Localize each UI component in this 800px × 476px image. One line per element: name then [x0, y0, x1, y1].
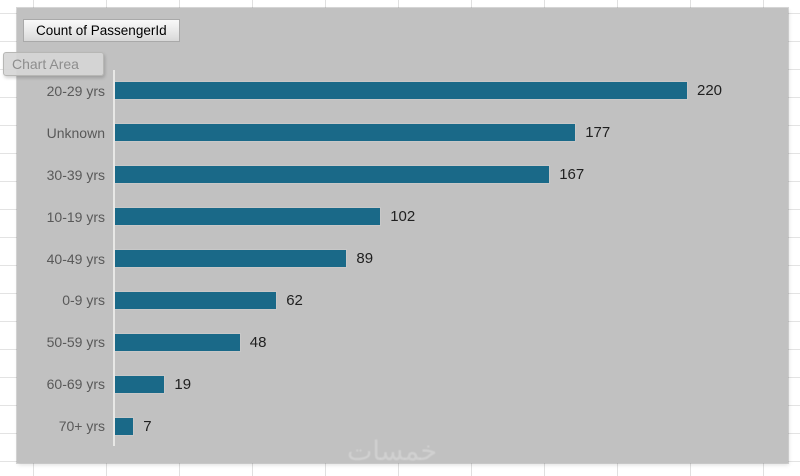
pivot-field-button[interactable]: Count of PassengerId [23, 19, 180, 42]
category-axis-line [113, 70, 115, 446]
bar-track: 177 [105, 124, 788, 142]
bar-track: 220 [105, 82, 788, 100]
value-label: 220 [697, 82, 723, 100]
bar[interactable] [115, 82, 687, 100]
bar-track: 19 [105, 375, 788, 393]
category-label: 40-49 yrs [46, 250, 105, 267]
bar[interactable] [115, 417, 134, 435]
chart-area-tooltip: Chart Area [3, 52, 104, 76]
category-label: 70+ yrs [58, 418, 105, 435]
category-label: 10-19 yrs [46, 208, 105, 225]
category-label: 0-9 yrs [62, 292, 105, 309]
value-label: 167 [559, 166, 585, 184]
value-label: 48 [249, 333, 267, 351]
bar-row: 60-69 yrs 19 [17, 363, 788, 405]
category-label: 30-39 yrs [46, 166, 105, 183]
value-label: 89 [356, 250, 374, 267]
bar-row: 0-9 yrs 62 [17, 279, 788, 321]
chart-area[interactable]: Count of PassengerId 20-29 yrs 220 Unknown… [17, 8, 788, 466]
bar-row: Unknown 177 [17, 112, 788, 154]
bar-track: 7 [105, 417, 788, 435]
category-label: 50-59 yrs [46, 334, 105, 351]
bar[interactable] [115, 291, 277, 309]
value-label: 19 [174, 375, 192, 393]
category-label: Unknown [46, 124, 105, 141]
bar[interactable] [115, 208, 381, 226]
bar[interactable] [115, 124, 576, 142]
category-label: 60-69 yrs [46, 376, 105, 393]
bar-track: 167 [105, 166, 788, 184]
bar[interactable] [115, 333, 240, 351]
bar[interactable] [115, 166, 550, 184]
value-label: 177 [585, 124, 611, 142]
bar-track: 62 [105, 291, 788, 309]
category-label: 20-29 yrs [46, 82, 105, 99]
bar-row: 40-49 yrs 89 [17, 238, 788, 280]
bar[interactable] [115, 250, 347, 267]
bar-track: 89 [105, 250, 788, 267]
plot-area: 20-29 yrs 220 Unknown 177 30-39 yrs 167 10-19 … [17, 70, 788, 447]
bar-track: 102 [105, 208, 788, 226]
value-label: 7 [143, 417, 152, 435]
bar-row: 10-19 yrs 102 [17, 196, 788, 238]
value-label: 102 [390, 208, 416, 226]
bar-row: 50-59 yrs 48 [17, 321, 788, 363]
bar-row: 30-39 yrs 167 [17, 154, 788, 196]
bar-row: 20-29 yrs 220 [17, 70, 788, 112]
value-label: 62 [286, 291, 303, 309]
bar[interactable] [115, 375, 165, 393]
bar-track: 48 [105, 333, 788, 351]
bar-row: 70+ yrs 7 [17, 405, 788, 447]
